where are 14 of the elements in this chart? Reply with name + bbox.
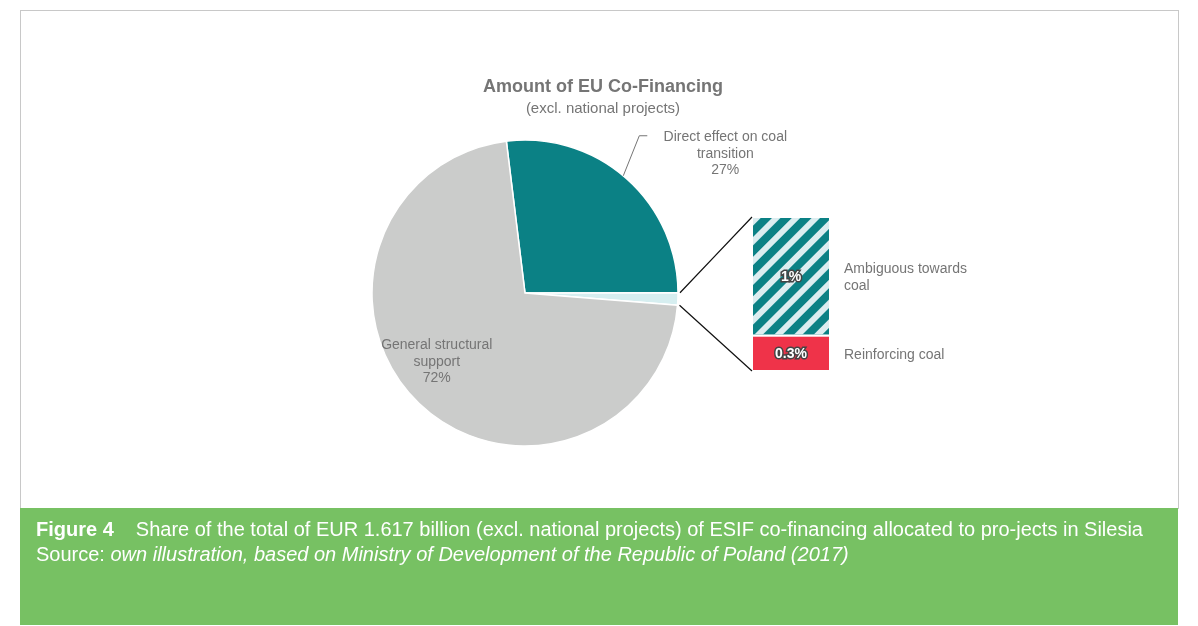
chart-title: Amount of EU Co-Financing xyxy=(483,76,723,96)
slice-label: Direct effect on coal transition xyxy=(663,127,788,161)
series-label: Ambiguous towards coal xyxy=(844,260,967,294)
source-note: Source: xyxy=(36,543,106,565)
text: Share of the total of EUR 1.617 billion (excl. national projects) of ESIF co-financing allocated to pro-jects in Silesia xyxy=(135,518,1143,540)
pie-slice xyxy=(371,140,679,447)
data-label: 72% xyxy=(422,369,451,386)
text: own illustration, based on Ministry of Development of the Republic of Poland (2017) xyxy=(110,543,849,565)
data-label: 0.3% xyxy=(775,345,808,362)
series-label: Reinforcing coal xyxy=(844,345,945,362)
caption: Figure 4 xyxy=(36,518,114,540)
slice-label: General structural support xyxy=(381,335,493,369)
data-label: 27% xyxy=(711,161,740,178)
chart-subtitle: (excl. national projects) xyxy=(525,99,681,116)
